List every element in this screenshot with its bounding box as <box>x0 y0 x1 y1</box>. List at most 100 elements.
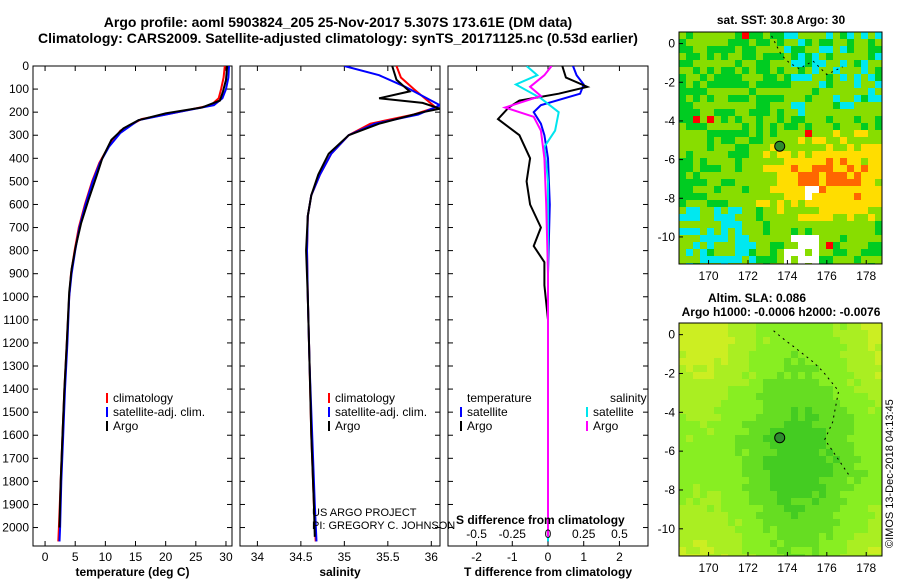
sst_map-cell <box>679 144 687 152</box>
sst_map-cell <box>756 172 764 180</box>
sst_map-cell <box>784 95 792 103</box>
sla_map-cell <box>798 484 806 492</box>
sla_map-cell <box>819 526 827 534</box>
sla_map-cell <box>840 442 848 450</box>
depth-tick-label: 600 <box>9 197 29 211</box>
sla_map-cell <box>721 526 729 534</box>
sla_map-cell <box>679 344 687 352</box>
sst_map-cell <box>791 172 799 180</box>
sla_map-cell <box>861 414 869 422</box>
sla_map-cell <box>742 519 750 527</box>
sla_map-cell <box>805 477 813 485</box>
sla_map-cell <box>854 463 862 471</box>
sla_map-cell <box>805 407 813 415</box>
sst_map-cell <box>763 102 771 110</box>
sst_map-cell <box>742 235 750 243</box>
sst_map-cell <box>728 165 736 173</box>
sst_map-cell <box>777 123 785 131</box>
sst_map-cell <box>749 179 757 187</box>
sla_map-cell <box>791 484 799 492</box>
sla_map-cell <box>840 372 848 380</box>
sla_map-cell <box>826 449 834 457</box>
sst_map-cell <box>784 88 792 96</box>
sla_map-cell <box>777 470 785 478</box>
sst_map-cell <box>686 172 694 180</box>
sst_map-cell <box>868 39 876 47</box>
sst_map-cell <box>812 81 820 89</box>
sla_map-cell <box>707 498 715 506</box>
sla_map-cell <box>742 540 750 548</box>
sla_map-cell <box>686 498 694 506</box>
sst_map-cell <box>756 235 764 243</box>
sla_map-cell <box>875 547 882 555</box>
sst_map-cell <box>812 53 820 61</box>
sst_map-cell <box>735 228 743 236</box>
sst_map-cell <box>749 67 757 75</box>
sst_map-cell <box>805 67 813 75</box>
sla_map-cell <box>784 330 792 338</box>
sst_map-cell <box>784 249 792 257</box>
sla_map-cell <box>763 512 771 520</box>
sla_map-cell <box>763 330 771 338</box>
sla_map-cell <box>735 379 743 387</box>
sst_map-cell <box>693 109 701 117</box>
sst_map-cell <box>854 46 862 54</box>
sst_map-cell <box>693 207 701 215</box>
sst_map-cell <box>707 165 715 173</box>
sla_map-cell <box>840 554 848 556</box>
sla_map-cell <box>868 484 876 492</box>
sst_map-cell <box>784 179 792 187</box>
sst_map-cell <box>861 109 869 117</box>
sst_map-cell <box>693 214 701 222</box>
sla_map-cell <box>875 372 882 380</box>
sla_map-cell <box>791 449 799 457</box>
sst_map-cell <box>749 200 757 208</box>
sst_map-cell <box>693 200 701 208</box>
sst_map-cell <box>861 88 869 96</box>
sla_map-cell <box>763 337 771 345</box>
sst_map-cell <box>770 179 778 187</box>
sst_map-cell <box>868 221 876 229</box>
sst_map-cell <box>861 137 869 145</box>
sst_map-cell <box>847 53 855 61</box>
sst_map-cell <box>777 221 785 229</box>
sla_map-cell <box>742 421 750 429</box>
sst_map-cell <box>812 67 820 75</box>
sla_map-cell <box>784 442 792 450</box>
sst_map-cell <box>749 172 757 180</box>
sla_map-cell <box>847 470 855 478</box>
sst_map-cell <box>770 221 778 229</box>
sla_map-cell <box>840 393 848 401</box>
sla_map-cell <box>861 386 869 394</box>
sst_map-cell <box>686 95 694 103</box>
sla_map-cell <box>721 337 729 345</box>
sst_map-cell <box>777 109 785 117</box>
sla_map-cell <box>826 540 834 548</box>
sla_map-cell <box>840 435 848 443</box>
sla_map-cell <box>686 547 694 555</box>
sst_map-cell <box>777 242 785 250</box>
sst_map-cell <box>819 116 827 124</box>
sla_map-cell <box>693 505 701 513</box>
sst_map-cell <box>728 193 736 201</box>
sla_map-cell <box>693 435 701 443</box>
sst_map-cell <box>847 81 855 89</box>
sla_map-cell <box>784 533 792 541</box>
sst_map-cell <box>840 151 848 159</box>
sla_map-cell <box>847 505 855 513</box>
sla_map-cell <box>742 337 750 345</box>
sla_map-cell <box>700 372 708 380</box>
pi-credit: PI: GREGORY C. JOHNSON <box>312 520 455 532</box>
sst_map-cell <box>707 32 715 40</box>
sst_map-cell <box>784 67 792 75</box>
sst_map-cell <box>763 144 771 152</box>
sst_map-cell <box>798 228 806 236</box>
sst_map-cell <box>679 60 687 68</box>
sla_map-cell <box>805 330 813 338</box>
sla_map-cell <box>777 547 785 555</box>
sst_map-xtick-label: 170 <box>699 269 719 283</box>
sst_map-cell <box>784 193 792 201</box>
sla_map-cell <box>861 428 869 436</box>
sst_map-cell <box>861 144 869 152</box>
sla_map-cell <box>826 435 834 443</box>
